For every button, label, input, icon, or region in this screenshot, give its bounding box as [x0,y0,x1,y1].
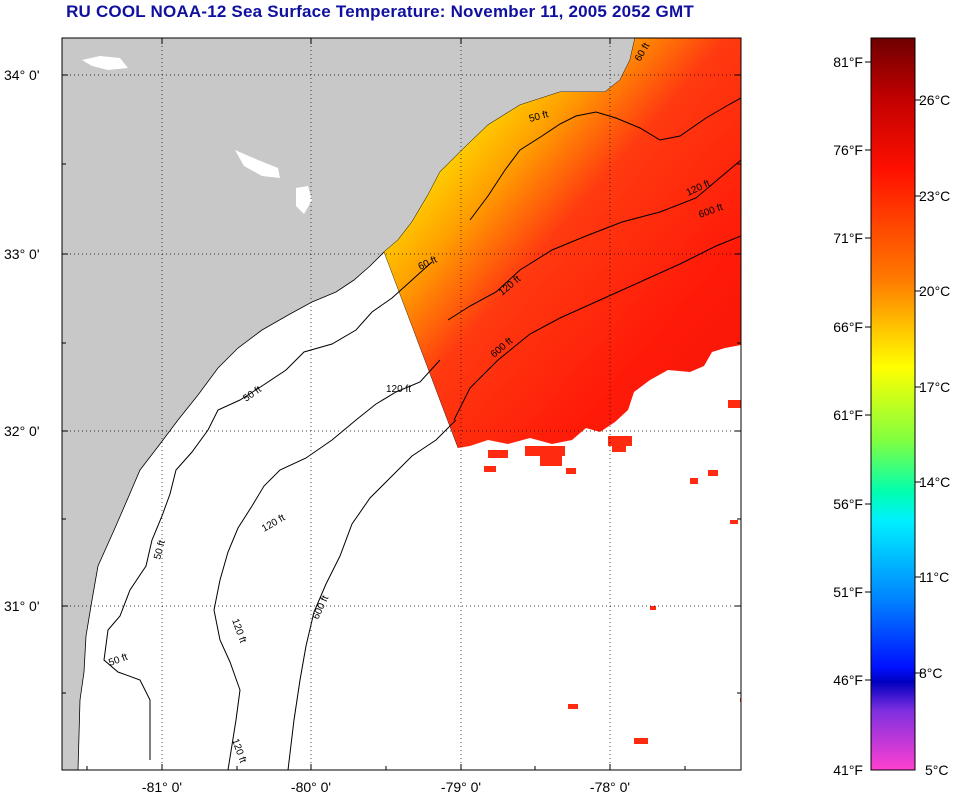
contour-label: 120 ft [386,384,411,395]
contour-label: 50 ft [528,109,550,125]
colorbar-c-label: 20°C [919,283,950,299]
map-frame [61,37,742,771]
colorbar-f-label: 46°F [833,672,863,688]
colorbar-c-label: 11°C [919,569,949,585]
colorbar-c-label: 8°C [919,665,943,681]
colorbar-c-label: 23°C [919,188,950,204]
colorbar-c-label: 5°C [925,762,949,778]
color-bar-ticks [865,61,921,681]
colorbar-f-label: 81°F [833,54,863,70]
contour-120ft-mid [213,359,441,770]
lat-label: 34° 0' [4,67,40,83]
inland-lake [235,150,280,178]
contour-50ft-coastal [103,261,433,760]
lon-label: -81° 0' [142,779,182,795]
lat-label: 31° 0' [4,598,40,614]
colorbar-c-label: 14°C [919,474,950,490]
colorbar-c-label: 26°C [919,92,950,108]
contour-600ft-shelf [287,419,457,770]
lon-label: -78° 0' [590,779,630,795]
contour-120ft [447,159,741,321]
contour-600ft [453,235,741,421]
contour-label: 50 ft [152,539,168,561]
colorbar-f-label: 61°F [833,407,863,423]
colorbar-f-label: 51°F [833,584,863,600]
sst-fragments [484,400,741,744]
inland-lake [296,186,312,214]
swath-edge [383,251,459,449]
colorbar-f-label: 71°F [833,230,863,246]
colorbar-c-label: 17°C [919,379,950,395]
sst-swath [384,38,741,448]
contour-50ft [469,97,741,221]
map-title: RU COOL NOAA-12 Sea Surface Temperature:… [66,2,694,21]
frame-ticks [62,38,741,770]
lon-label: -79° 0' [441,779,481,795]
colorbar-f-label: 41°F [833,762,863,778]
lon-label: -80° 0' [291,779,331,795]
colorbar-f-label: 66°F [833,319,863,335]
colorbar-f-label: 56°F [833,496,863,512]
lat-label: 33° 0' [4,246,40,262]
color-bar [870,37,916,771]
colorbar-f-label: 76°F [833,142,863,158]
inland-lake [82,56,128,70]
lat-label: 32° 0' [4,423,40,439]
